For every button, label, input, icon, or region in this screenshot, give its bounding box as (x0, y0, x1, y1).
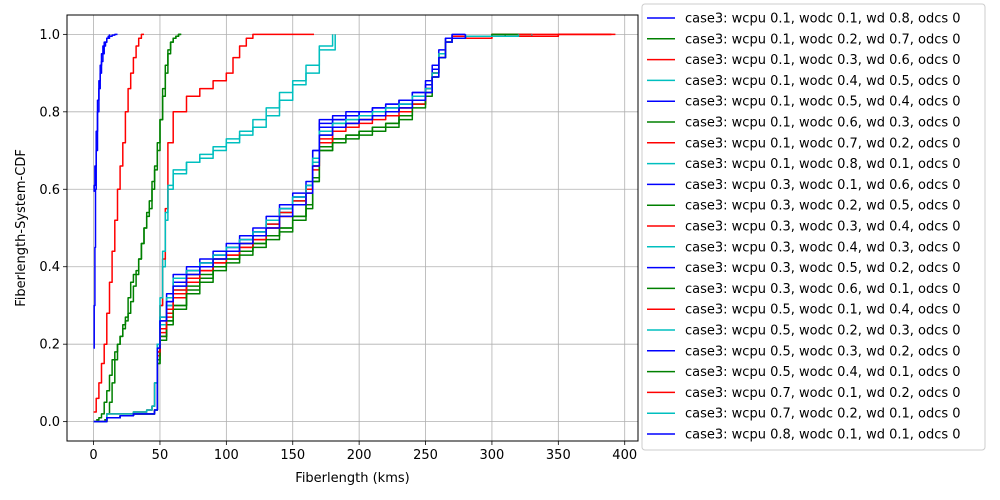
plot-frame (66, 14, 639, 442)
series-layer (93, 33, 616, 423)
legend-label: case3: wcpu 0.1, wodc 0.5, wd 0.4, odcs … (685, 95, 961, 110)
legend-label: case3: wcpu 0.1, wodc 0.8, wd 0.1, odcs … (685, 157, 961, 172)
y-tick-label: 1.0 (39, 28, 60, 43)
legend-label: case3: wcpu 0.1, wodc 0.6, wd 0.3, odcs … (685, 116, 961, 131)
series-line-20 (93, 34, 467, 423)
legend-label: case3: wcpu 0.1, wodc 0.3, wd 0.6, odcs … (685, 53, 961, 68)
x-axis-label: Fiberlength (kms) (295, 471, 409, 486)
x-tick-label: 200 (347, 448, 372, 463)
legend-label: case3: wcpu 0.5, wodc 0.4, wd 0.1, odcs … (685, 365, 961, 380)
legend-label: case3: wcpu 0.5, wodc 0.2, wd 0.3, odcs … (685, 324, 961, 339)
x-tick-label: 350 (546, 448, 571, 463)
y-axis-label: Fiberlength-System-CDF (14, 149, 29, 307)
legend-label: case3: wcpu 0.8, wodc 0.1, wd 0.1, odcs … (685, 428, 961, 443)
legend-label: case3: wcpu 0.3, wodc 0.5, wd 0.2, odcs … (685, 261, 961, 276)
legend-label: case3: wcpu 0.7, wodc 0.1, wd 0.2, odcs … (685, 386, 961, 401)
x-tick-label: 100 (214, 448, 239, 463)
series-line-2 (93, 33, 144, 413)
legend-label: case3: wcpu 0.5, wodc 0.1, wd 0.4, odcs … (685, 303, 961, 318)
legend-box (641, 3, 986, 451)
x-tick-label: 50 (152, 448, 169, 463)
legend-label: case3: wcpu 0.1, wodc 0.2, wd 0.7, odcs … (685, 32, 961, 47)
legend-label: case3: wcpu 0.3, wodc 0.4, wd 0.3, odcs … (685, 240, 961, 255)
legend-label: case3: wcpu 0.1, wodc 0.1, wd 0.8, odcs … (685, 12, 961, 27)
x-tick-label: 400 (612, 448, 637, 463)
legend-label: case3: wcpu 0.7, wodc 0.2, wd 0.1, odcs … (685, 407, 961, 422)
x-tick-label: 300 (480, 448, 505, 463)
x-tick-label: 250 (413, 448, 438, 463)
y-tick-label: 0.2 (39, 338, 60, 353)
y-tick-label: 0.0 (39, 415, 60, 430)
series-line-19 (93, 34, 520, 423)
x-tick-label: 150 (280, 448, 305, 463)
legend-label: case3: wcpu 0.3, wodc 0.6, wd 0.1, odcs … (685, 282, 961, 297)
legend: case3: wcpu 0.1, wodc 0.1, wd 0.8, odcs … (641, 3, 986, 451)
legend-label: case3: wcpu 0.3, wodc 0.1, wd 0.6, odcs … (685, 178, 961, 193)
legend-label: case3: wcpu 0.5, wodc 0.3, wd 0.2, odcs … (685, 344, 961, 359)
ticks: 0 50 100 150 200 250 300 350 400 0.0 0.2 0.4 0.6 0.8 1… (39, 28, 637, 463)
legend-label: case3: wcpu 0.1, wodc 0.4, wd 0.5, odcs … (685, 74, 961, 89)
series-line-5 (104, 33, 182, 421)
legend-label: case3: wcpu 0.1, wodc 0.7, wd 0.2, odcs … (685, 136, 961, 151)
legend-label: case3: wcpu 0.3, wodc 0.2, wd 0.5, odcs … (685, 199, 961, 214)
x-tick-label: 0 (89, 448, 97, 463)
y-tick-label: 0.4 (39, 260, 60, 275)
legend-label: case3: wcpu 0.3, wodc 0.3, wd 0.4, odcs … (685, 220, 961, 235)
series-line-4 (93, 34, 111, 349)
y-tick-label: 0.6 (39, 183, 60, 198)
series-line-17 (93, 34, 506, 423)
y-tick-label: 0.8 (39, 105, 60, 120)
series-line-7 (93, 34, 336, 423)
